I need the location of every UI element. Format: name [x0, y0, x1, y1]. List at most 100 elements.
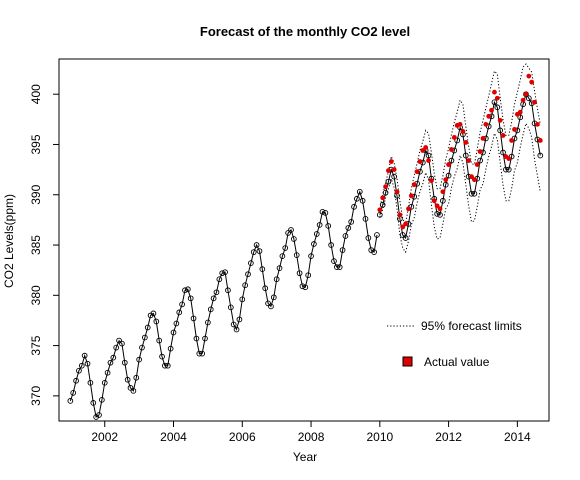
forecast-data-point	[425, 152, 432, 159]
x-tick-label: 2014	[504, 430, 531, 444]
historical-data-point	[359, 197, 366, 204]
actual-value-point	[420, 148, 426, 153]
actual-value-point	[440, 189, 446, 195]
chart-title: Forecast of the monthly CO2 level	[200, 24, 410, 39]
historical-data-point	[348, 219, 355, 225]
y-axis-label: CO2 Levels(ppm)	[2, 194, 16, 288]
x-tick-label: 2010	[366, 430, 393, 444]
historical-data-point	[90, 400, 97, 406]
historical-data-point	[127, 384, 134, 391]
historical-data-point	[199, 350, 206, 357]
actual-value-point	[457, 121, 463, 127]
actual-value-point	[443, 177, 449, 183]
forecast-data-point	[385, 178, 392, 185]
historical-data-point	[159, 353, 165, 360]
historical-data-point	[190, 315, 197, 322]
actual-value-point	[466, 158, 472, 163]
x-tick-label: 2008	[298, 430, 325, 444]
y-tick-label: 370	[29, 386, 43, 406]
actual-value-point	[529, 79, 535, 85]
forecast-lower-limit-line	[379, 122, 541, 254]
actual-value-point	[386, 168, 391, 174]
forecast-data-point	[477, 157, 483, 164]
historical-data-point	[196, 350, 203, 357]
forecast-data-point	[437, 212, 443, 218]
actual-value-point	[463, 140, 469, 145]
y-tick-label: 375	[29, 335, 43, 355]
historical-data-point	[136, 356, 142, 363]
forecast-data-point	[454, 137, 461, 144]
historical-data-point	[133, 374, 140, 381]
historical-data-point	[316, 222, 323, 228]
actual-value-point	[537, 138, 543, 143]
historical-data-point	[193, 335, 200, 342]
historical-data-point	[270, 294, 277, 301]
historical-data-point	[219, 270, 226, 277]
actual-value-point	[474, 162, 480, 167]
historical-data-point	[76, 367, 82, 374]
historical-data-point	[319, 208, 326, 215]
x-tick-label: 2002	[91, 430, 118, 444]
forecast-data-point	[442, 181, 449, 188]
historical-data-point	[96, 412, 102, 418]
historical-data-point	[259, 266, 266, 273]
historical-data-point	[176, 309, 183, 316]
historical-data-point	[268, 303, 274, 310]
historical-data-point	[245, 271, 251, 278]
y-tick-label: 380	[29, 285, 43, 305]
forecast-data-point	[391, 173, 397, 180]
forecast-data-point	[402, 235, 409, 241]
historical-data-point	[233, 326, 240, 333]
historical-data-point	[328, 242, 334, 248]
historical-data-point	[339, 247, 346, 253]
historical-data-point	[227, 304, 234, 311]
historical-data-point	[248, 260, 254, 266]
y-tick-label: 395	[29, 134, 43, 154]
historical-data-point	[225, 287, 231, 294]
plot-frame	[58, 58, 550, 422]
forecast-data-point	[462, 152, 469, 159]
x-tick-label: 2012	[435, 430, 462, 444]
forecast-data-point	[399, 232, 406, 238]
x-tick-label: 2004	[160, 430, 187, 444]
actual-value-point	[408, 193, 414, 199]
historical-data-point	[121, 359, 128, 366]
historical-data-point	[308, 253, 314, 259]
historical-data-point	[70, 389, 77, 396]
actual-value-point	[460, 129, 466, 134]
y-axis: 370 375 380 385 390 395 400	[29, 84, 59, 406]
actual-value-point	[403, 221, 409, 227]
historical-data-point	[184, 286, 191, 293]
y-tick-label: 400	[29, 84, 43, 104]
historical-data-point	[336, 264, 343, 271]
actual-value-point	[391, 167, 397, 173]
actual-value-point	[480, 136, 486, 141]
actual-value-point	[394, 189, 400, 195]
forecast-data-point	[445, 172, 452, 179]
historical-data-point	[256, 248, 263, 254]
historical-data-point	[296, 270, 303, 277]
historical-data-point	[239, 296, 246, 303]
forecast-data-point	[497, 127, 504, 134]
actual-value-point	[494, 95, 500, 101]
forecast-data-point	[379, 201, 386, 208]
historical-data-point	[119, 340, 125, 347]
historical-data-point	[276, 265, 283, 272]
historical-data-point	[110, 354, 117, 361]
y-tick-label: 390	[29, 184, 43, 204]
historical-data-point	[182, 287, 188, 294]
actual-value-point	[489, 107, 494, 113]
historical-data-point	[207, 306, 214, 313]
historical-data-point	[299, 283, 306, 290]
historical-data-point	[150, 310, 157, 317]
historical-data-point	[333, 264, 340, 271]
forecast-data-point	[517, 114, 524, 121]
historical-data-point	[325, 223, 332, 229]
actual-value-point	[486, 113, 492, 119]
forecast-data-point	[448, 157, 455, 164]
historical-data-point	[273, 276, 280, 283]
actual-value-point	[532, 99, 537, 105]
actual-value-point	[517, 109, 523, 115]
historical-data-point	[371, 249, 377, 255]
actual-value-point	[414, 169, 420, 175]
